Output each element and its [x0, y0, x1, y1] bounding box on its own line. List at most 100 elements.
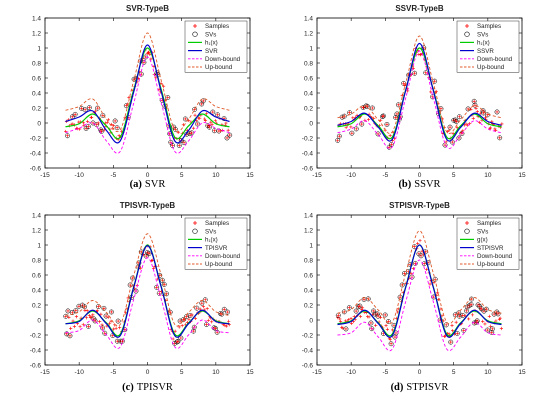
support-vector-marker: [191, 324, 197, 330]
sample-point: [222, 307, 226, 311]
support-vector-marker: [194, 305, 200, 311]
support-vector-marker: [355, 304, 361, 310]
sample-point: [190, 313, 194, 317]
sample-point: [496, 312, 500, 316]
support-vector-marker: [447, 124, 453, 130]
support-vector-marker: [168, 139, 174, 145]
y-tick-label: 0.8: [32, 60, 41, 67]
support-vector-marker: [204, 322, 209, 328]
x-tick-label: -15: [312, 369, 322, 376]
sample-point: [449, 340, 453, 344]
y-tick-label: 0.4: [304, 90, 313, 97]
sample-point: [213, 119, 217, 123]
x-tick-label: -10: [74, 172, 84, 179]
sample-point: [78, 127, 82, 131]
sample-point: [381, 114, 386, 118]
sample-point: [443, 143, 447, 147]
support-vector-marker: [375, 313, 381, 319]
x-tick-label: 10: [484, 172, 492, 179]
caption-letter: (c): [122, 382, 134, 393]
sample-point: [177, 143, 181, 148]
legend-label: SSVR: [477, 48, 494, 55]
sample-point: [116, 319, 120, 323]
support-vector-marker: [456, 135, 462, 141]
support-vector-marker: [76, 303, 82, 309]
caption-name: STPISVR: [406, 382, 448, 393]
sample-point: [86, 124, 90, 129]
caption-letter: (b): [398, 179, 411, 190]
sample-point: [188, 313, 192, 318]
support-vector-marker: [161, 281, 167, 287]
legend-label: TPISVR: [205, 245, 228, 252]
sample-point: [108, 322, 112, 326]
sample-point: [432, 295, 436, 299]
y-tick-label: 1: [309, 45, 313, 52]
y-tick-label: 0.2: [304, 302, 313, 309]
sample-point: [195, 122, 200, 126]
y-tick-label: -0.4: [30, 150, 42, 157]
y-tick-label: 0.4: [32, 90, 41, 97]
x-tick-label: 10: [212, 369, 220, 376]
legend-label: h₁(x): [205, 237, 218, 244]
sample-point: [69, 326, 73, 331]
sample-point: [453, 313, 457, 317]
support-vector-marker: [86, 105, 92, 111]
series-line-down: [337, 259, 502, 352]
sample-point: [349, 125, 353, 129]
sample-point: [87, 314, 91, 318]
legend-label: Samples: [477, 220, 501, 227]
y-tick-label: 1: [37, 45, 41, 52]
series-line-up: [337, 230, 502, 325]
sample-point: [212, 129, 217, 133]
support-vector-marker: [200, 98, 206, 104]
support-vector-marker: [485, 327, 491, 333]
sample-point: [203, 298, 207, 302]
sample-point: [474, 106, 478, 110]
support-vector-marker: [343, 326, 349, 332]
sample-point: [103, 331, 107, 335]
sample-point: [67, 315, 71, 319]
sample-point: [448, 125, 452, 129]
support-vector-marker: [219, 311, 225, 317]
y-tick-label: 0: [309, 317, 313, 324]
support-vector-marker: [353, 308, 359, 314]
caption-name: SSVR: [414, 179, 440, 190]
chart-panel-3: TPISVR-TypeB -15 -10 -5 0 5 10 15 -0.6 -0.4 -0.2 0 0…: [30, 201, 254, 393]
sample-point: [366, 118, 371, 122]
sample-point: [211, 110, 215, 114]
sample-point: [95, 106, 100, 110]
y-tick-label: 1: [309, 242, 313, 249]
sample-point: [112, 327, 116, 331]
sample-point: [120, 339, 125, 343]
support-vector-marker: [346, 305, 352, 311]
support-vector-marker: [418, 253, 424, 259]
support-vector-marker: [359, 121, 365, 127]
sample-point: [155, 285, 159, 289]
x-tick-label: -5: [110, 172, 116, 179]
sample-point: [383, 313, 387, 317]
sample-point: [80, 106, 84, 111]
sample-point: [93, 319, 97, 323]
sample-point: [111, 333, 115, 338]
panel-caption: (b) SSVR: [398, 179, 440, 190]
sample-point: [193, 316, 198, 320]
sample-point: [83, 108, 87, 112]
sample-point: [224, 324, 229, 328]
support-vector-marker: [73, 308, 79, 313]
support-vector-marker: [82, 107, 88, 113]
sample-point: [213, 326, 218, 331]
sample-point: [498, 316, 502, 320]
sample-point: [374, 323, 378, 327]
sample-point: [487, 314, 491, 318]
sample-point: [77, 304, 81, 308]
support-vector-marker: [102, 330, 108, 336]
sample-point: [470, 313, 475, 317]
sample-point: [81, 121, 86, 125]
sample-point: [499, 326, 504, 331]
sample-point: [95, 309, 100, 313]
legend-svs-icon: [192, 228, 198, 234]
sample-point: [173, 329, 177, 333]
sample-point: [66, 309, 70, 313]
sample-point: [392, 323, 396, 327]
